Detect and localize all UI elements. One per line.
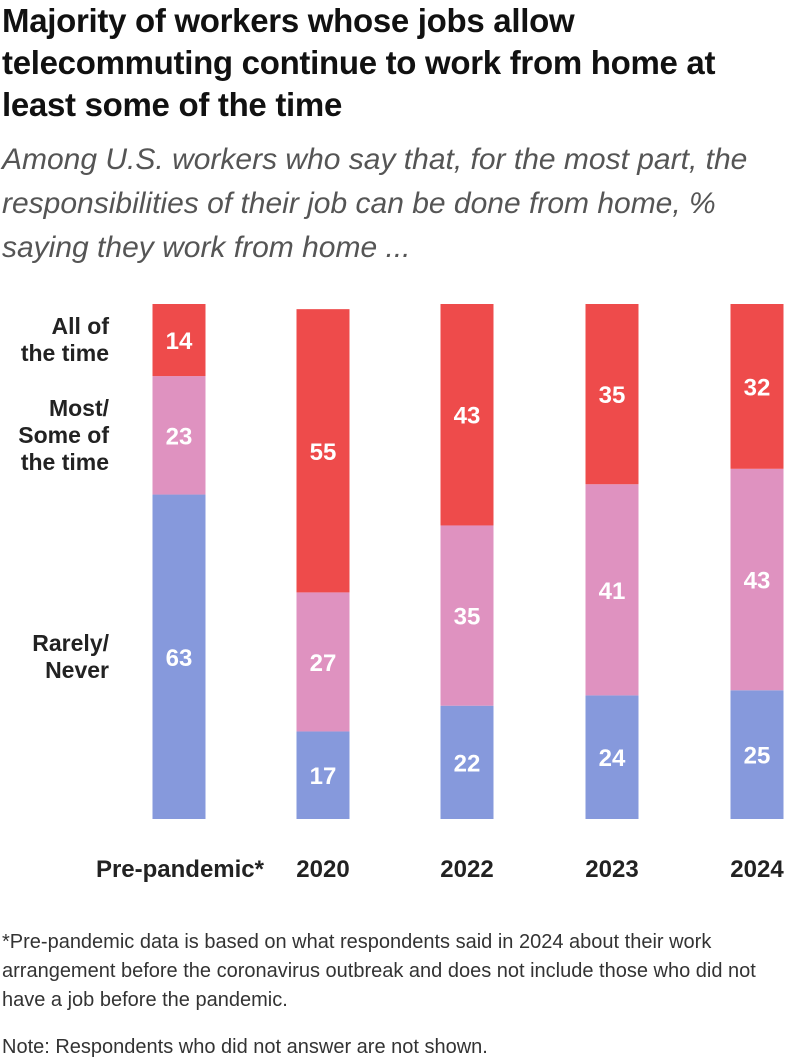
- category-label-0: Pre-pandemic*: [96, 856, 265, 883]
- chart-title: Majority of workers whose jobs allow tel…: [2, 2, 716, 123]
- value-labels-layer: 63 23 14 17 27 55 22 35 43 24 41 35 25 43 32: [166, 328, 771, 790]
- series-label-rarely-never: Rarely/Never: [32, 630, 109, 683]
- bar-segment-all-of-time-2: [440, 304, 494, 526]
- bar-segment-all-of-time-0: [152, 304, 206, 377]
- value-label-all-of-time-0: 14: [166, 328, 193, 355]
- bar-segment-rarely-never-4: [730, 690, 784, 819]
- series-label-line: Rarely/: [32, 630, 109, 656]
- value-label-most-some-1: 27: [310, 650, 337, 677]
- bar-segment-all-of-time-1: [296, 309, 350, 593]
- value-label-most-some-4: 43: [744, 568, 771, 595]
- series-label-line: Some of: [18, 422, 109, 448]
- series-label-line: Never: [45, 657, 109, 683]
- bar-segment-rarely-never-3: [585, 695, 639, 819]
- bar-segment-most-some-4: [730, 468, 784, 691]
- bar-segment-rarely-never-1: [296, 731, 350, 819]
- bar-segment-all-of-time-4: [730, 304, 784, 469]
- category-label-1: 2020: [296, 856, 349, 883]
- bar-segment-most-some-3: [585, 484, 639, 696]
- category-label-2: 2022: [440, 856, 493, 883]
- value-label-most-some-0: 23: [166, 423, 193, 450]
- category-labels-layer: Pre-pandemic* 2020 2022 2023 2024: [96, 856, 784, 883]
- value-label-rarely-never-0: 63: [166, 645, 193, 672]
- value-label-all-of-time-2: 43: [454, 403, 481, 430]
- value-label-rarely-never-2: 22: [454, 750, 481, 777]
- value-label-all-of-time-3: 35: [599, 382, 626, 409]
- note: Note: Respondents who did not answer are…: [2, 1036, 488, 1058]
- series-label-line: the time: [21, 449, 109, 475]
- stacked-bar-chart: 63 23 14 17 27 55 22 35 43 24 41 35 25 43 32 Rarely/Ne…: [18, 304, 784, 883]
- bars-layer: [152, 304, 784, 819]
- value-label-rarely-never-4: 25: [744, 743, 771, 770]
- value-label-rarely-never-1: 17: [310, 763, 337, 790]
- series-label-line: All of: [52, 313, 110, 339]
- category-label-3: 2023: [585, 856, 638, 883]
- bar-segment-rarely-never-0: [152, 494, 206, 819]
- bar-segment-rarely-never-2: [440, 705, 494, 819]
- bar-segment-most-some-0: [152, 376, 206, 495]
- footnote: *Pre-pandemic data is based on what resp…: [2, 931, 756, 1011]
- series-label-line: Most/: [49, 395, 110, 421]
- bar-segment-all-of-time-3: [585, 304, 639, 485]
- bar-segment-most-some-2: [440, 525, 494, 706]
- series-label-line: the time: [21, 340, 109, 366]
- value-label-all-of-time-1: 55: [310, 439, 337, 466]
- value-label-most-some-2: 35: [454, 604, 481, 631]
- value-label-all-of-time-4: 32: [744, 374, 771, 401]
- bar-segment-most-some-1: [296, 592, 350, 732]
- value-label-most-some-3: 41: [599, 578, 626, 605]
- value-label-rarely-never-3: 24: [599, 745, 626, 772]
- category-label-4: 2024: [730, 856, 784, 883]
- chart-subtitle: Among U.S. workers who say that, for the…: [2, 143, 748, 264]
